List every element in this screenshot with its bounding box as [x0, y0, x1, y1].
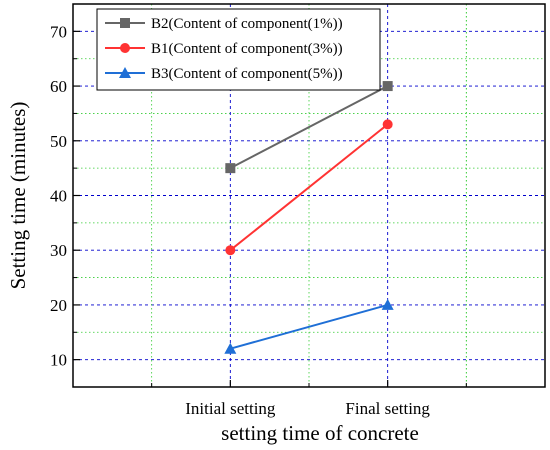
y-tick-label: 40 — [50, 187, 67, 206]
x-tick-label: Final setting — [345, 399, 430, 418]
data-point — [382, 119, 393, 130]
legend-label: B3(Content of component(5%)) — [151, 66, 343, 82]
x-tick-label: Initial setting — [185, 399, 276, 418]
y-tick-label: 10 — [50, 351, 67, 370]
y-tick-label: 60 — [50, 77, 67, 96]
y-tick-label: 50 — [50, 132, 67, 151]
legend-marker — [119, 67, 131, 78]
data-point — [225, 245, 236, 256]
data-point — [381, 298, 394, 310]
axes: 10 20 30 40 50 60 70 Initial setting Final setti… — [50, 22, 467, 418]
legend-label: B2(Content of component(1%)) — [151, 16, 343, 32]
y-tick-label: 30 — [50, 241, 67, 260]
series-line — [229, 123, 389, 251]
legend-label: B1(Content of component(3%)) — [151, 41, 343, 57]
legend: B2(Content of component(1%)) B1(Content o… — [96, 8, 381, 91]
series — [224, 81, 394, 354]
data-point — [225, 163, 236, 174]
series-line — [229, 85, 389, 170]
data-point — [224, 342, 237, 354]
legend-marker — [120, 43, 130, 53]
y-tick-label: 70 — [50, 22, 67, 41]
data-point — [382, 81, 393, 92]
legend-marker — [120, 18, 130, 28]
series-line — [230, 303, 388, 350]
legend-items: B2(Content of component(1%)) B1(Content o… — [105, 16, 343, 82]
y-tick-label: 20 — [50, 296, 67, 315]
x-axis-title: setting time of concrete — [221, 421, 419, 445]
y-axis-title: Setting time (minutes) — [6, 102, 30, 290]
